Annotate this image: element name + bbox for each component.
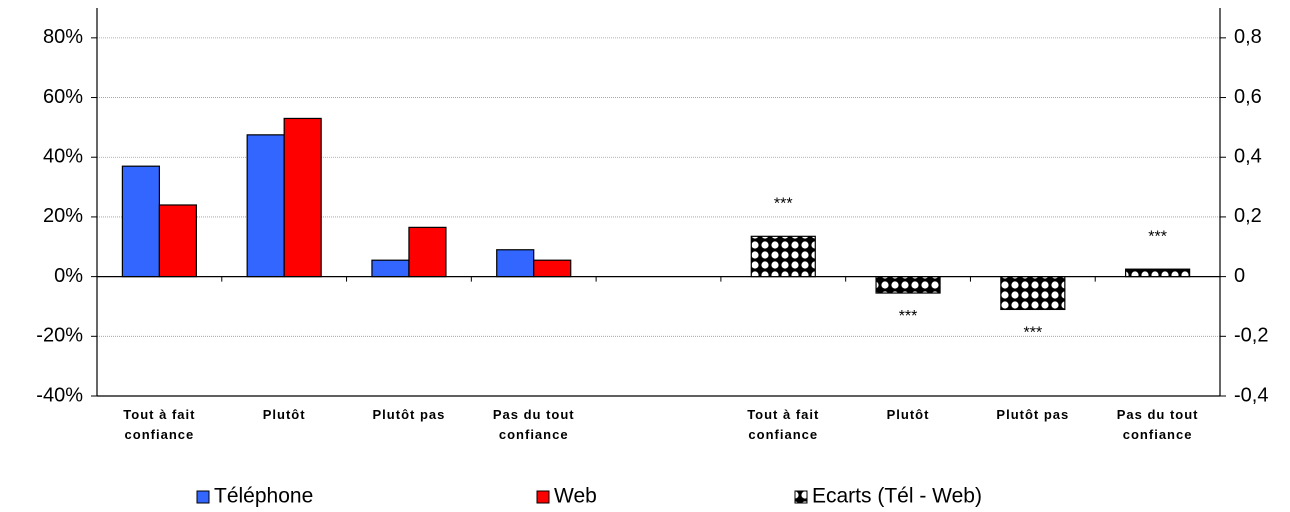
legend-label: Téléphone [214,485,313,508]
x-tick-label: Plutôt pas [372,407,446,422]
legend-swatch [794,490,808,504]
diff-bar [875,276,941,294]
bar [158,204,197,278]
y2-tick-label: -0,2 [1234,325,1268,347]
diff-bar [1000,276,1066,311]
x-tick-label: Plutôt [886,407,930,422]
x-tick-label: Plutôt [262,407,306,422]
bar [371,259,410,278]
y-tick-label: 20% [43,205,83,227]
x-tick-label: Tout à fait confiance [123,407,196,442]
bar [283,117,322,278]
significance-label: *** [774,196,793,213]
significance-label: *** [1148,228,1167,245]
bar [246,134,285,278]
diff-bar [1125,268,1191,278]
significance-label: *** [899,308,918,325]
y2-tick-label: 0,6 [1234,86,1262,108]
x-tick-label: Pas du tout confiance [1116,407,1199,442]
legend-label: Web [554,485,597,508]
bar [496,249,535,278]
y2-tick-label: 0,8 [1234,26,1262,48]
x-tick-label: Tout à fait confiance [747,407,820,442]
x-tick-label: Pas du tout confiance [492,407,575,442]
y2-tick-label: 0 [1234,265,1245,287]
y-tick-label: -20% [36,325,83,347]
y-tick-label: -40% [36,384,83,406]
y-tick-label: 80% [43,26,83,48]
y-tick-label: 0% [54,265,83,287]
legend-label: Ecarts (Tél - Web) [812,485,982,508]
diff-bar [750,235,816,278]
significance-label: *** [1023,325,1042,342]
bar [121,165,160,278]
y-tick-label: 60% [43,86,83,108]
y2-tick-label: -0,4 [1234,384,1268,406]
y2-tick-label: 0,4 [1234,146,1262,168]
bar [533,259,572,278]
legend-swatch [196,490,210,504]
y-tick-label: 40% [43,146,83,168]
legend-swatch [536,490,550,504]
bar [408,226,447,278]
x-tick-label: Plutôt pas [996,407,1070,422]
y2-tick-label: 0,2 [1234,205,1262,227]
